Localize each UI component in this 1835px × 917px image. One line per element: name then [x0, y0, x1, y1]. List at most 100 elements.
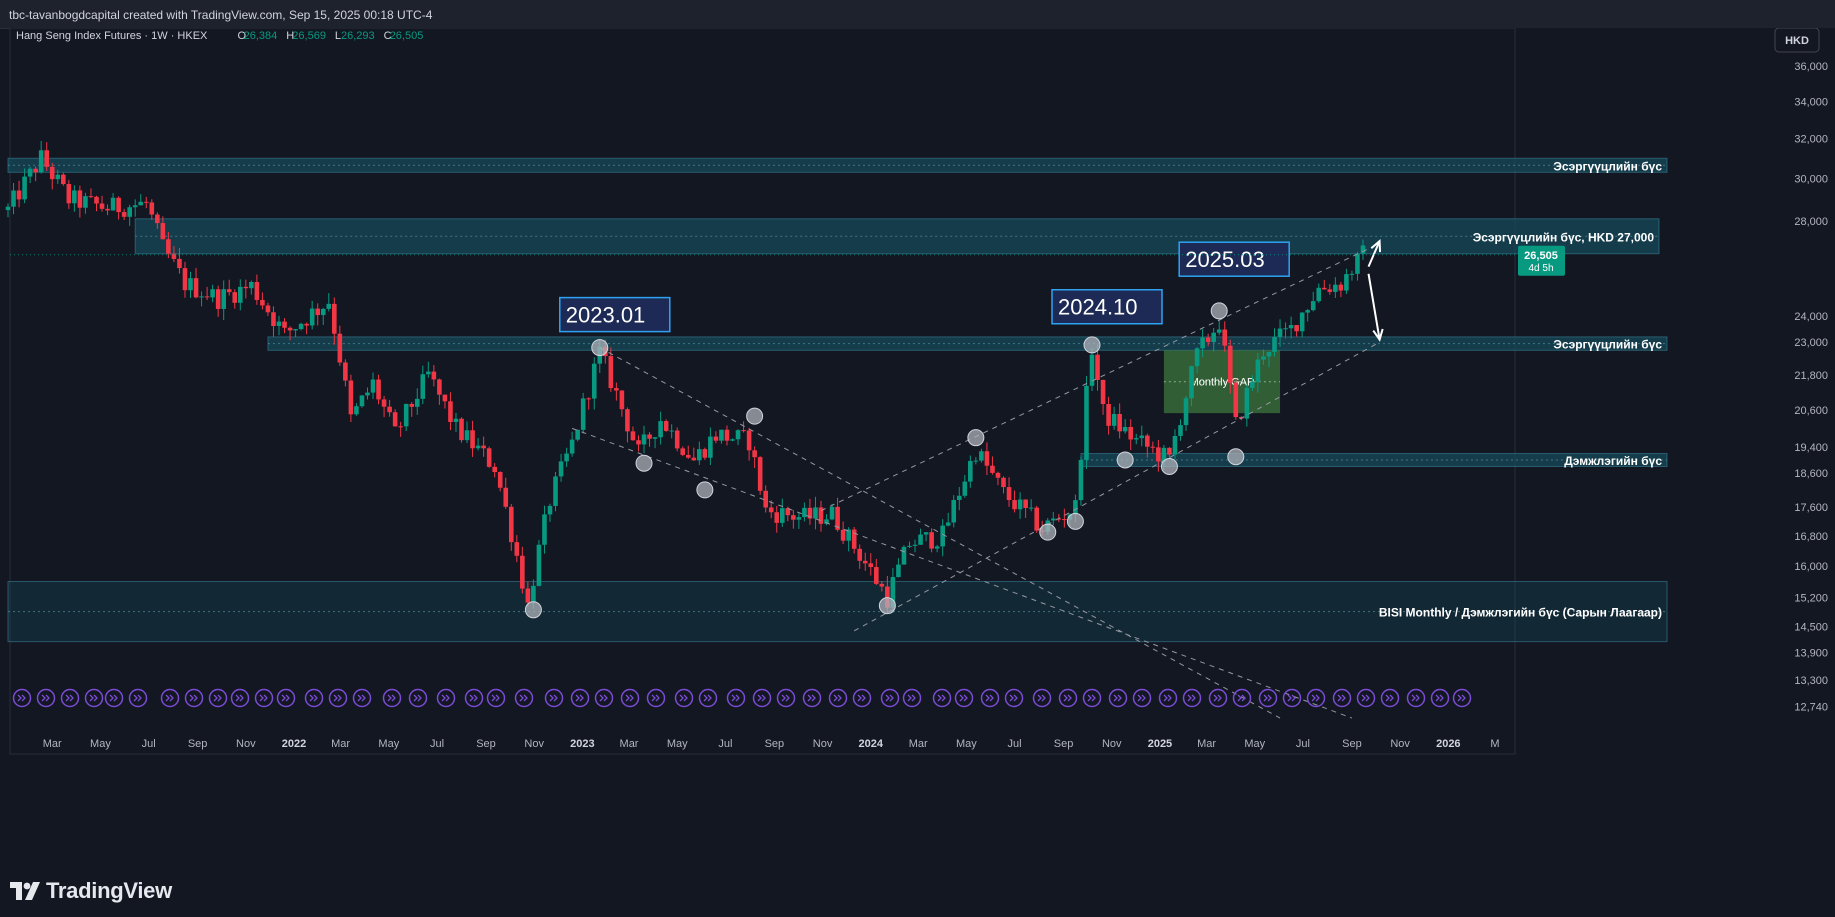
event-marker-icon[interactable]: [954, 688, 974, 708]
chart-area[interactable]: 36,000 34,000 32,000 30,000 28,000 24,000 23,0…: [0, 28, 1835, 864]
event-marker-icon[interactable]: [304, 688, 324, 708]
candle-body: [625, 409, 630, 432]
event-marker-icon[interactable]: [1356, 688, 1376, 708]
event-marker-icon[interactable]: [1108, 688, 1128, 708]
event-marker-icon[interactable]: [60, 688, 80, 708]
event-marker-icon[interactable]: [1082, 688, 1102, 708]
event-marker-icon[interactable]: [1232, 688, 1252, 708]
candle-body: [1189, 366, 1194, 399]
candle-body: [1111, 414, 1117, 426]
event-marker-icon[interactable]: [254, 688, 274, 708]
event-marker-icon[interactable]: [646, 688, 666, 708]
candle-body: [1139, 435, 1145, 439]
candle-body: [1321, 287, 1327, 290]
event-marker-icon[interactable]: [1058, 688, 1078, 708]
event-marker-icon[interactable]: [980, 688, 1000, 708]
event-marker-icon[interactable]: [1430, 688, 1450, 708]
event-marker-icon[interactable]: [1282, 688, 1302, 708]
event-chevron-icon: [1337, 694, 1346, 702]
tradingview-brand[interactable]: TradingView: [10, 878, 172, 904]
event-marker-icon[interactable]: [12, 688, 32, 708]
candle-body: [1183, 398, 1189, 426]
event-marker-icon[interactable]: [352, 688, 372, 708]
event-marker-icon[interactable]: [1306, 688, 1326, 708]
event-marker-icon[interactable]: [1406, 688, 1426, 708]
event-marker-icon[interactable]: [674, 688, 694, 708]
candle-body: [945, 522, 951, 526]
last-price-badge: [1518, 245, 1565, 276]
candle-body: [33, 168, 38, 173]
candle-body: [824, 519, 829, 524]
candle-body: [1178, 425, 1183, 436]
candle-body: [802, 507, 807, 518]
event-marker-icon[interactable]: [880, 688, 900, 708]
event-marker-icon[interactable]: [208, 688, 228, 708]
event-marker-icon[interactable]: [1032, 688, 1052, 708]
y-tick-label: 17,600: [1794, 502, 1828, 514]
event-marker-icon[interactable]: [184, 688, 204, 708]
x-tick-label: Nov: [524, 738, 544, 750]
x-tick-label: Mar: [331, 738, 350, 750]
event-marker-icon[interactable]: [902, 688, 922, 708]
event-marker-icon[interactable]: [594, 688, 614, 708]
y-tick-label: 20,600: [1794, 405, 1828, 417]
candle-body: [1316, 287, 1322, 302]
candle-body: [243, 286, 249, 289]
event-marker-icon[interactable]: [84, 688, 104, 708]
event-marker-icon[interactable]: [620, 688, 640, 708]
event-marker-icon[interactable]: [544, 688, 564, 708]
event-marker-icon[interactable]: [328, 688, 348, 708]
event-marker-icon[interactable]: [1258, 688, 1278, 708]
event-marker-icon[interactable]: [698, 688, 718, 708]
candle-body: [630, 431, 636, 441]
event-marker-icon[interactable]: [408, 688, 428, 708]
candle-body: [708, 436, 713, 458]
event-marker-icon[interactable]: [1452, 688, 1472, 708]
candle-body: [636, 440, 641, 445]
event-chevron-icon: [1263, 694, 1272, 702]
event-marker-icon[interactable]: [1208, 688, 1228, 708]
pivot-marker: [1083, 336, 1101, 354]
event-chevron-icon: [235, 694, 244, 702]
zone-label: Эсэргүүцлийн бүс: [1553, 159, 1662, 173]
event-marker-icon[interactable]: [464, 688, 484, 708]
candle-body: [1294, 325, 1299, 332]
event-marker-icon[interactable]: [160, 688, 180, 708]
event-marker-icon[interactable]: [570, 688, 590, 708]
event-marker-icon[interactable]: [802, 688, 822, 708]
event-marker-icon[interactable]: [128, 688, 148, 708]
event-marker-icon[interactable]: [382, 688, 402, 708]
event-marker-icon[interactable]: [1332, 688, 1352, 708]
event-marker-icon[interactable]: [1380, 688, 1400, 708]
event-marker-icon[interactable]: [1158, 688, 1178, 708]
event-marker-icon[interactable]: [514, 688, 534, 708]
candle-body: [1172, 435, 1178, 455]
candle-body: [763, 490, 768, 508]
event-marker-icon[interactable]: [36, 688, 56, 708]
candle-body: [1338, 284, 1344, 291]
event-marker-icon[interactable]: [230, 688, 250, 708]
candle-body: [735, 430, 741, 440]
event-marker-icon[interactable]: [776, 688, 796, 708]
price-chart[interactable]: 36,000 34,000 32,000 30,000 28,000 24,000 23,0…: [0, 28, 1835, 864]
event-marker-icon[interactable]: [436, 688, 456, 708]
event-marker-icon[interactable]: [726, 688, 746, 708]
currency-button[interactable]: [1774, 28, 1820, 53]
event-marker-icon[interactable]: [486, 688, 506, 708]
candle-body: [138, 201, 144, 206]
event-chevron-icon: [213, 694, 222, 702]
event-marker-icon[interactable]: [852, 688, 872, 708]
event-marker-icon[interactable]: [932, 688, 952, 708]
event-marker-icon[interactable]: [828, 688, 848, 708]
zone-label: Эсэргүүцлийн бүс: [1553, 338, 1662, 352]
pivot-marker: [635, 454, 653, 472]
event-marker-icon[interactable]: [752, 688, 772, 708]
candle-body: [608, 356, 614, 389]
event-marker-icon[interactable]: [276, 688, 296, 708]
event-marker-icon[interactable]: [1132, 688, 1152, 708]
candle-body: [199, 296, 204, 298]
event-marker-icon[interactable]: [1004, 688, 1024, 708]
event-chevron-icon: [757, 694, 766, 702]
event-marker-icon[interactable]: [1182, 688, 1202, 708]
event-marker-icon[interactable]: [104, 688, 124, 708]
